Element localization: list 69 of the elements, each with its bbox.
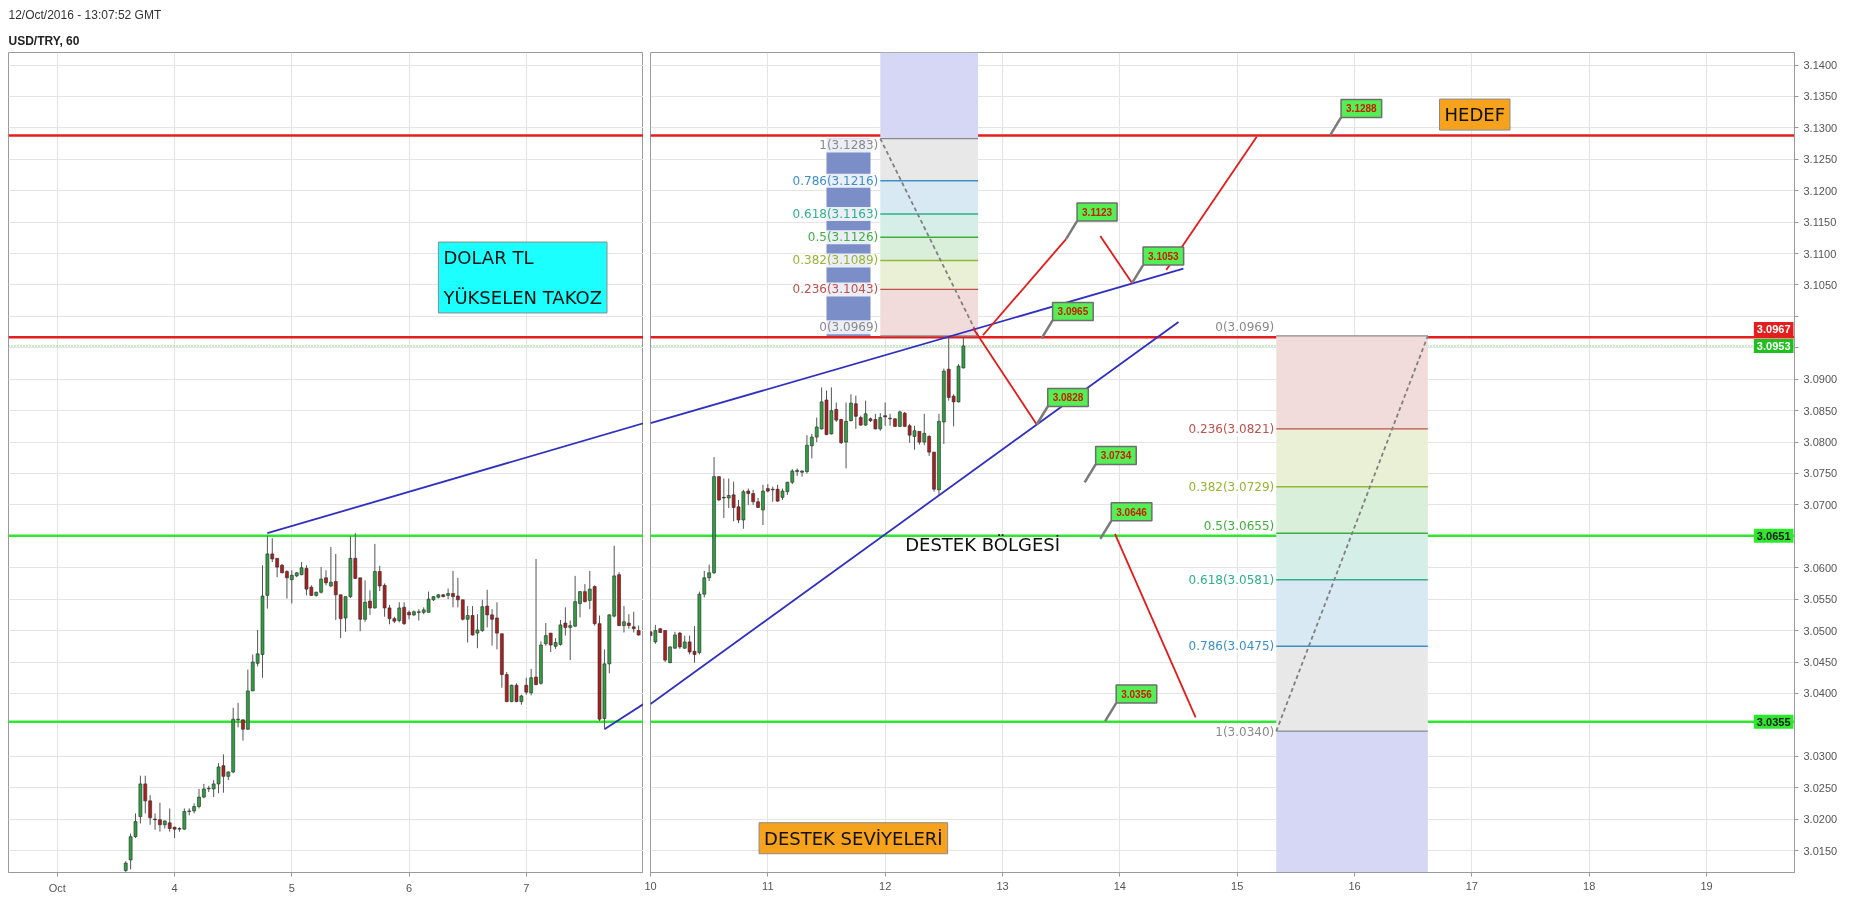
annotation: 3.1288 [1346, 103, 1378, 115]
series-label: 0.786(3.1216) [792, 173, 879, 188]
x-tick-label: 17 [1465, 879, 1478, 892]
series-label: 0.618(3.1163) [792, 206, 879, 221]
y-tick-label: 3.0500 [1803, 624, 1838, 637]
series-label: 0.236(3.1043) [792, 282, 879, 297]
annotation: 3.0828 [1052, 392, 1084, 404]
y-tick-label: 3.1400 [1803, 59, 1838, 72]
y-tick-label: 3.1300 [1803, 121, 1838, 134]
series-label: 0.5(3.0655) [1203, 518, 1275, 533]
series-label: 0.5(3.1126) [807, 230, 879, 245]
ref-line-label: 3.0355 [1756, 715, 1791, 728]
y-tick-label: 3.1100 [1803, 247, 1837, 260]
annotation: 3.1053 [1148, 251, 1180, 263]
annotation: HEDEF [1444, 104, 1506, 126]
series-label: 1(3.1283) [819, 138, 879, 153]
ref-line-label: 3.0967 [1756, 322, 1791, 335]
x-tick-label: Oct [48, 881, 66, 894]
x-tick-label: 15 [1231, 879, 1244, 892]
y-tick-label: 3.0150 [1803, 844, 1838, 857]
y-tick-label: 3.0750 [1803, 467, 1838, 480]
ref-line-label: 3.0953 [1756, 339, 1791, 352]
series-label: 0.382(3.0729) [1188, 479, 1275, 494]
annotation: DESTEK SEVİYELERİ [764, 827, 943, 849]
series-label: 1(3.0340) [1215, 724, 1275, 739]
x-tick-label: 11 [762, 879, 774, 892]
x-tick-label: 18 [1583, 879, 1596, 892]
y-tick-label: 3.0450 [1803, 656, 1838, 668]
y-tick-label: 3.0600 [1803, 561, 1838, 574]
y-tick-label: 3.1200 [1803, 184, 1838, 197]
series-label: 0.786(3.0475) [1188, 639, 1275, 654]
y-tick-label: 3.0850 [1803, 404, 1838, 417]
y-tick-label: 3.0550 [1803, 593, 1838, 606]
series-label: 0.618(3.0581) [1188, 572, 1275, 587]
text: 12/Oct/2016 - 13:07:52 GMT [8, 7, 162, 22]
series-label: 0.236(3.0821) [1188, 421, 1275, 436]
y-tick-label: 3.0800 [1803, 436, 1838, 449]
annotation: 3.0965 [1057, 306, 1089, 318]
y-tick-label: 3.0400 [1803, 687, 1838, 700]
annotation: 3.0646 [1116, 506, 1148, 518]
series-label: 0.382(3.1089) [792, 253, 879, 268]
x-tick-label: 6 [405, 881, 413, 894]
annotation: DOLAR TL YÜKSELEN TAKOZ [442, 247, 602, 308]
annotation: DESTEK BÖLGESİ [905, 534, 1060, 556]
y-tick-label: 3.1350 [1803, 90, 1838, 103]
series-label: 0(3.0969) [819, 320, 879, 335]
y-tick-label: 3.0700 [1803, 498, 1838, 511]
x-tick-label: 4 [171, 881, 178, 894]
y-tick-label: 3.1150 [1803, 216, 1837, 229]
x-tick-label: 19 [1700, 879, 1713, 892]
x-tick-label: 12 [879, 879, 892, 892]
x-tick-label: 7 [523, 881, 530, 894]
ref-line-label: 3.0651 [1756, 529, 1791, 542]
y-tick-label: 3.0200 [1803, 813, 1838, 826]
y-tick-label: 3.1250 [1803, 153, 1838, 166]
x-tick-label: 5 [288, 881, 295, 894]
annotation: 3.0356 [1121, 689, 1153, 701]
y-tick-label: 3.1050 [1803, 278, 1838, 291]
chart-title: USD/TRY, 60 [8, 33, 80, 48]
x-tick-label: 10 [644, 879, 657, 892]
annotation: 3.1123 [1082, 207, 1113, 219]
series-label: 0(3.0969) [1215, 320, 1275, 335]
y-tick-label: 3.0250 [1803, 781, 1838, 794]
x-tick-label: 14 [1113, 879, 1126, 892]
annotation: 3.0734 [1100, 450, 1132, 462]
y-tick-label: 3.0300 [1803, 750, 1838, 763]
x-tick-label: 13 [996, 879, 1009, 892]
y-tick-label: 3.0900 [1803, 373, 1838, 386]
x-tick-label: 16 [1348, 879, 1361, 892]
